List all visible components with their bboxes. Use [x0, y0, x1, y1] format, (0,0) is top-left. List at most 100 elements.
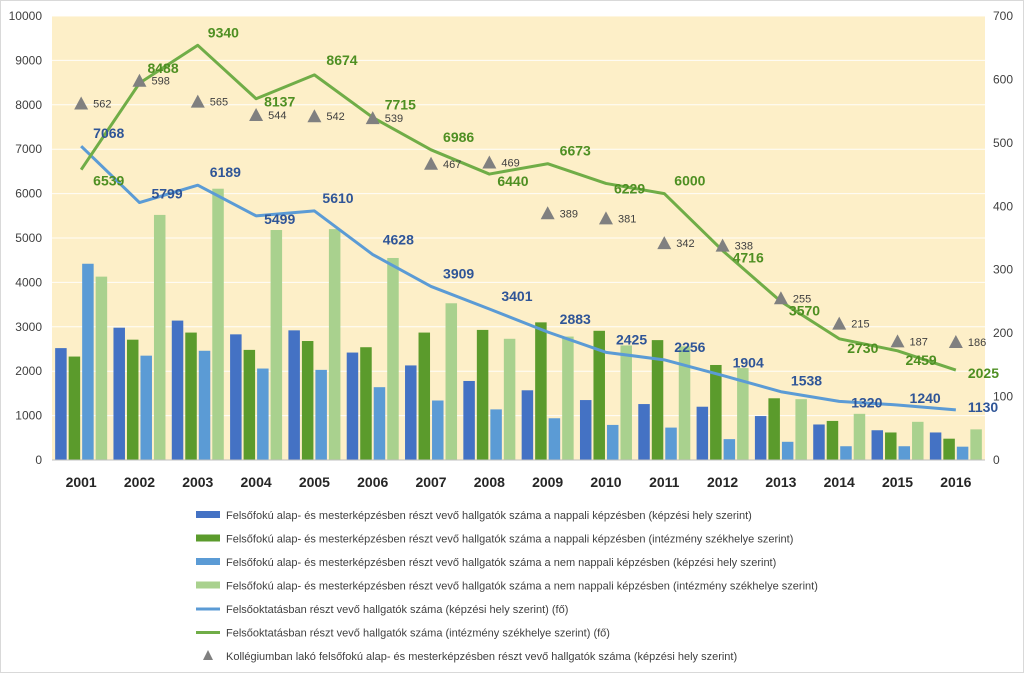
legend-swatch-bar — [196, 534, 220, 542]
bar-series-1 — [871, 430, 884, 460]
x-tick-label: 2014 — [824, 474, 855, 490]
bar-series-1 — [55, 348, 67, 460]
bar-series-3 — [140, 355, 152, 460]
marker-triangle — [424, 156, 439, 170]
data-label-marker: 255 — [793, 293, 811, 305]
right-axis: 0 100 200 300 400 500 600 700 — [993, 9, 1013, 467]
bar-series-4 — [270, 230, 283, 460]
right-tick-label: 500 — [993, 136, 1013, 150]
x-tick-label: 2001 — [66, 474, 97, 490]
data-label-marker: 467 — [443, 159, 461, 171]
x-tick-label: 2009 — [532, 474, 563, 490]
data-label-blue: 2256 — [674, 339, 705, 355]
x-tick-label: 2011 — [649, 474, 680, 490]
data-label-marker: 565 — [210, 97, 228, 109]
bar-series-4 — [853, 413, 866, 460]
x-tick-label: 2007 — [415, 474, 446, 490]
bar-series-3 — [548, 418, 561, 460]
data-label-green: 2459 — [906, 352, 937, 368]
marker-series-group — [74, 73, 963, 349]
x-tick-label: 2005 — [299, 474, 330, 490]
bar-series-3 — [665, 427, 677, 460]
bar-series-1 — [171, 320, 184, 460]
left-tick-label: 4000 — [15, 275, 42, 289]
bar-series-4 — [503, 338, 516, 460]
bar-series-2 — [126, 339, 139, 460]
bar-series-2 — [360, 347, 372, 460]
left-tick-label: 0 — [35, 453, 42, 467]
data-label-blue: 1904 — [733, 354, 764, 370]
gridlines — [52, 15, 985, 461]
x-tick-label: 2010 — [590, 474, 621, 490]
data-label-blue: 2425 — [616, 331, 647, 347]
bar-series-1 — [230, 334, 242, 460]
legend-entry: Felsőfokú alap- és mesterképzésben részt… — [226, 557, 776, 569]
x-tick-label: 2013 — [765, 474, 796, 490]
bar-series-2 — [418, 332, 431, 460]
data-label-marker: 381 — [618, 213, 636, 225]
data-label-marker: 389 — [560, 208, 578, 220]
data-label-marker: 598 — [151, 76, 169, 88]
bar-series-3 — [723, 439, 736, 460]
bar-series-3 — [898, 446, 911, 460]
marker-triangle — [190, 94, 205, 108]
data-label-green: 3570 — [789, 302, 820, 318]
data-label-green: 8488 — [147, 60, 178, 76]
data-label-marker: 469 — [501, 158, 519, 170]
x-tick-label: 2008 — [474, 474, 505, 490]
right-tick-label: 400 — [993, 199, 1013, 213]
right-tick-label: 200 — [993, 326, 1013, 340]
data-label-blue: 5610 — [322, 190, 353, 206]
x-tick-label: 2006 — [357, 474, 388, 490]
data-label-green: 9340 — [208, 24, 239, 40]
x-axis: 2001 2002 2003 2004 2005 2006 2007 2008 2009 2010… — [52, 459, 985, 490]
bar-series-3 — [781, 441, 794, 460]
left-tick-label: 2000 — [15, 364, 42, 378]
bar-series-3 — [432, 400, 444, 460]
marker-triangle — [890, 334, 905, 348]
bar-series-2 — [243, 349, 256, 460]
data-labels-group: 7068 5799 6189 5499 5610 4628 3909 3401 2883 2425… — [93, 24, 999, 415]
marker-triangle — [540, 206, 555, 220]
marker-triangle — [832, 316, 847, 330]
bar-series-2 — [593, 330, 605, 460]
x-tick-label: 2002 — [124, 474, 155, 490]
line-series-intezmeny-szekhely — [79, 43, 957, 372]
data-label-green: 6440 — [497, 173, 528, 189]
bar-series-2 — [476, 329, 489, 460]
bar-series-1 — [113, 327, 125, 460]
x-tick-label: 2016 — [940, 474, 971, 490]
bar-series-1 — [521, 390, 534, 460]
bar-series-3 — [956, 446, 969, 460]
bar-series-3 — [82, 263, 94, 460]
x-tick-label: 2003 — [182, 474, 213, 490]
bar-series-2 — [185, 332, 197, 460]
data-label-green: 6000 — [674, 173, 705, 189]
bar-series-4 — [328, 229, 341, 460]
bar-series-4 — [912, 421, 924, 460]
bar-series-2 — [768, 398, 780, 460]
line-series-kepzesi-hely — [80, 145, 956, 412]
data-label-blue: 3401 — [501, 288, 532, 304]
bar-series-group — [55, 188, 982, 460]
data-label-marker: 187 — [910, 336, 928, 348]
bar-series-4 — [620, 345, 632, 460]
left-tick-label: 6000 — [15, 187, 42, 201]
data-label-green: 6539 — [93, 173, 124, 189]
legend-entry: Kollégiumban lakó felsőfokú alap- és mes… — [226, 651, 737, 663]
bar-series-4 — [678, 346, 691, 460]
data-label-marker: 338 — [735, 241, 753, 253]
data-label-blue: 6189 — [210, 164, 241, 180]
bar-series-2 — [885, 432, 897, 460]
bar-series-2 — [826, 420, 839, 460]
left-tick-label: 1000 — [15, 409, 42, 423]
bar-series-2 — [68, 356, 81, 460]
legend-entry: Felsőfokú alap- és mesterképzésben részt… — [226, 581, 818, 593]
bar-series-1 — [638, 404, 650, 460]
data-label-green: 7715 — [385, 96, 416, 112]
marker-triangle — [132, 73, 147, 87]
right-tick-label: 700 — [993, 9, 1013, 23]
data-label-blue: 3909 — [443, 265, 474, 281]
bar-series-4 — [153, 214, 166, 460]
